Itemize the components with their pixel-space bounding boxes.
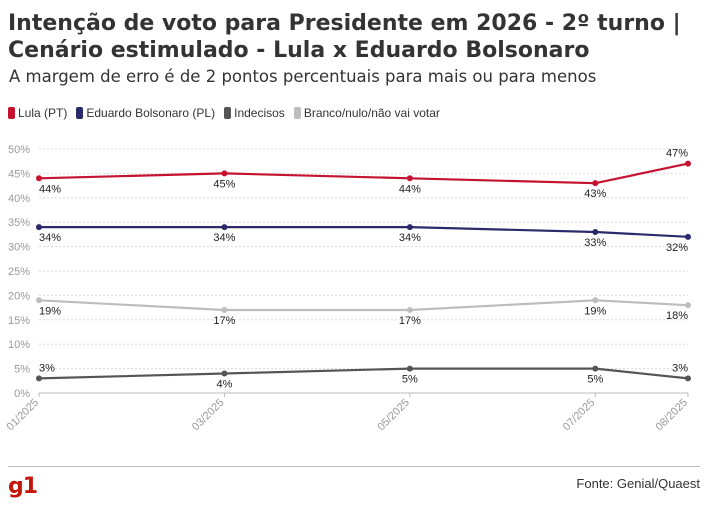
y-tick-label: 10% bbox=[8, 339, 30, 351]
data-point bbox=[406, 307, 413, 314]
data-point bbox=[221, 307, 228, 314]
data-point bbox=[36, 297, 42, 304]
data-label: 19% bbox=[39, 305, 61, 317]
data-point bbox=[685, 375, 691, 382]
legend-label-eduardo: Eduardo Bolsonaro (PL) bbox=[86, 106, 216, 120]
data-label: 3% bbox=[39, 362, 55, 374]
data-label: 44% bbox=[39, 183, 61, 195]
x-tick-label: 03/2025 bbox=[190, 397, 227, 434]
source-note: Fonte: Genial/Quaest bbox=[576, 476, 700, 491]
data-label: 34% bbox=[39, 232, 61, 244]
y-tick-label: 40% bbox=[8, 193, 30, 205]
y-tick-label: 0% bbox=[14, 388, 30, 400]
data-label: 5% bbox=[402, 374, 418, 386]
data-label: 32% bbox=[666, 242, 688, 254]
data-label: 17% bbox=[213, 315, 235, 327]
legend-item-indecisos: Indecisos bbox=[224, 106, 285, 120]
data-label: 18% bbox=[666, 310, 688, 322]
data-label: 4% bbox=[216, 378, 232, 390]
data-point bbox=[592, 297, 599, 304]
x-tick-label: 01/2025 bbox=[5, 397, 42, 434]
legend: Lula (PT) Eduardo Bolsonaro (PL) Indecis… bbox=[8, 106, 440, 120]
data-label: 17% bbox=[399, 315, 421, 327]
y-tick-label: 30% bbox=[8, 242, 30, 254]
data-label: 44% bbox=[399, 183, 421, 195]
chart-subtitle: A margem de erro é de 2 pontos percentua… bbox=[9, 67, 597, 86]
legend-item-lula: Lula (PT) bbox=[8, 106, 67, 120]
data-point bbox=[221, 224, 228, 231]
legend-item-eduardo: Eduardo Bolsonaro (PL) bbox=[76, 106, 215, 120]
y-tick-label: 50% bbox=[8, 144, 30, 156]
data-label: 34% bbox=[213, 232, 235, 244]
data-point bbox=[592, 228, 599, 235]
data-point bbox=[221, 170, 228, 177]
legend-label-branco: Branco/nulo/não vai votar bbox=[303, 106, 440, 120]
y-tick-label: 20% bbox=[8, 290, 30, 302]
y-tick-label: 35% bbox=[8, 217, 30, 229]
g1-logo: g1 bbox=[8, 474, 38, 499]
data-point bbox=[685, 302, 691, 309]
legend-swatch-indecisos bbox=[224, 107, 232, 119]
y-tick-label: 5% bbox=[14, 364, 30, 376]
data-label: 19% bbox=[584, 305, 606, 317]
data-label: 43% bbox=[584, 188, 606, 200]
legend-label-indecisos: Indecisos bbox=[234, 106, 285, 120]
legend-swatch-lula bbox=[8, 107, 15, 119]
data-point bbox=[221, 370, 228, 377]
legend-item-branco: Branco/nulo/não vai votar bbox=[293, 106, 440, 120]
data-label: 45% bbox=[213, 178, 235, 190]
data-label: 33% bbox=[584, 237, 606, 249]
chart-title: Intenção de voto para Presidente em 2026… bbox=[8, 11, 681, 63]
data-label: 34% bbox=[399, 232, 421, 244]
x-tick-label: 07/2025 bbox=[561, 397, 598, 434]
y-tick-label: 15% bbox=[8, 315, 30, 327]
data-point bbox=[406, 175, 413, 182]
data-point bbox=[36, 375, 42, 382]
data-point bbox=[406, 365, 413, 372]
legend-swatch-eduardo bbox=[76, 107, 84, 119]
legend-swatch-branco bbox=[293, 107, 301, 119]
data-label: 47% bbox=[666, 148, 688, 160]
data-point bbox=[592, 365, 599, 372]
x-tick-label: 05/2025 bbox=[375, 397, 412, 434]
y-tick-label: 45% bbox=[8, 168, 30, 180]
data-label: 5% bbox=[587, 374, 603, 386]
data-point bbox=[36, 224, 42, 231]
data-point bbox=[592, 180, 599, 187]
footer-divider bbox=[8, 466, 700, 467]
data-point bbox=[36, 175, 42, 182]
legend-label-lula: Lula (PT) bbox=[18, 106, 68, 120]
series-line bbox=[39, 226, 689, 238]
x-tick-label: 08/2025 bbox=[654, 397, 691, 434]
y-tick-label: 25% bbox=[8, 266, 30, 278]
data-point bbox=[685, 160, 691, 167]
data-point bbox=[406, 224, 413, 231]
data-label: 3% bbox=[672, 362, 688, 374]
data-point bbox=[685, 233, 691, 240]
